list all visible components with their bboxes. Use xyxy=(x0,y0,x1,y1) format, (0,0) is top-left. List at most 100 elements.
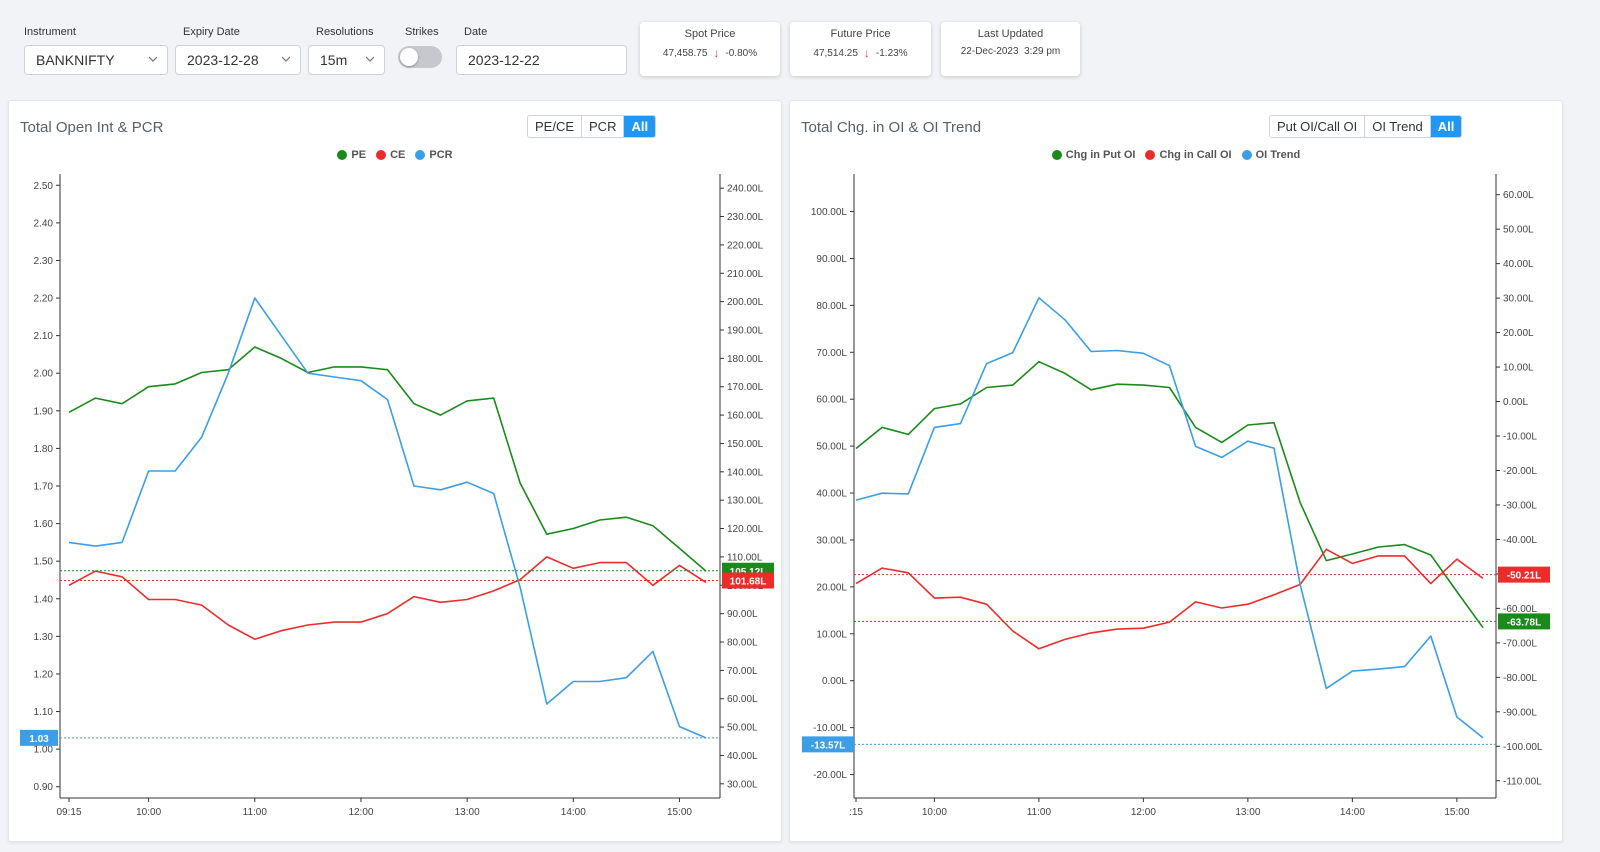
left-tick-label: 40.00L xyxy=(816,489,847,500)
expiry-label: Expiry Date xyxy=(183,26,240,38)
left-tick-label: 1.90 xyxy=(34,406,54,417)
change-oi-panel: Total Chg. in OI & OI Trend Put OI/Call … xyxy=(789,100,1563,842)
left-tick-label: 1.00 xyxy=(34,745,54,756)
right-tick-label: 170.00L xyxy=(727,382,764,393)
right-tick-label: 190.00L xyxy=(727,326,764,337)
price-tag: -50.21L xyxy=(1498,566,1550,583)
last-updated-value: 22-Dec-2023 3:29 pm xyxy=(960,46,1061,57)
view-pcr-button[interactable]: PCR xyxy=(582,116,625,137)
price-tag-bg xyxy=(20,729,58,746)
price-tag: -63.78L xyxy=(1498,613,1550,630)
date-field: Date 2023-12-22 xyxy=(456,26,627,75)
view-all-button[interactable]: All xyxy=(624,116,656,137)
legend-dot xyxy=(1051,150,1062,160)
instrument-select[interactable]: BANKNIFTY xyxy=(24,45,168,75)
right-tick-label: 90.00L xyxy=(727,609,758,620)
x-tick-label: 15:00 xyxy=(1444,807,1469,818)
legend-dot xyxy=(376,150,387,160)
strikes-toggle[interactable] xyxy=(398,46,442,68)
left-tick-label: 2.20 xyxy=(34,294,54,305)
date-label: Date xyxy=(464,26,488,38)
instrument-label: Instrument xyxy=(24,26,76,38)
expiry-value: 2023-12-28 xyxy=(187,52,259,68)
left-tick-label: 90.00L xyxy=(816,254,847,265)
last-updated-card: Last Updated 22-Dec-2023 3:29 pm xyxy=(941,22,1080,76)
date-input[interactable]: 2023-12-22 xyxy=(456,45,627,75)
left-tick-label: 1.20 xyxy=(34,669,54,680)
series-line-red xyxy=(855,548,1484,650)
legend-label: PE xyxy=(351,149,367,161)
chevron-down-icon xyxy=(366,56,374,62)
legend-item-pe[interactable]: PE xyxy=(337,149,366,161)
right-tick-label: 40.00L xyxy=(1503,259,1534,270)
x-tick-label: 12:00 xyxy=(1131,807,1156,818)
left-tick-label: 1.70 xyxy=(34,482,54,493)
legend-item-ce[interactable]: CE xyxy=(376,149,405,161)
x-tick-label: 14:00 xyxy=(1340,807,1365,818)
future-price-title: Future Price xyxy=(830,28,891,40)
spot-price-change: -0.80% xyxy=(725,47,758,59)
legend-item-pcr[interactable]: PCR xyxy=(415,149,453,161)
view-oi-trend-button[interactable]: OI Trend xyxy=(1365,116,1431,137)
filter-bar: Instrument BANKNIFTY Expiry Date 2023-12… xyxy=(0,0,1600,92)
right-tick-label: -40.00L xyxy=(1503,535,1537,546)
instrument-value: BANKNIFTY xyxy=(36,52,115,68)
view-all-button[interactable]: All xyxy=(1430,116,1462,137)
spot-price-card: Spot Price 47,458.75 ↓ -0.80% xyxy=(640,22,780,76)
x-tick-label: 12:00 xyxy=(348,807,373,818)
chevron-down-icon xyxy=(149,56,157,62)
change-oi-chart[interactable]: 100.00L 90.00L 80.00L 70.00L 60.00L 50.00L 40.… xyxy=(790,101,1564,843)
price-tag: 101.68L xyxy=(722,572,774,589)
right-tick-label: -20.00L xyxy=(1503,466,1537,477)
legend-item-chg-call-oi[interactable]: Chg in Call OI xyxy=(1145,149,1232,161)
right-tick-label: 230.00L xyxy=(727,212,764,223)
right-tick-label: 40.00L xyxy=(727,751,758,762)
view-put-call-oi-button[interactable]: Put OI/Call OI xyxy=(1270,116,1366,137)
view-pe-ce-button[interactable]: PE/CE xyxy=(528,116,583,137)
x-tick-label: 14:00 xyxy=(561,807,586,818)
left-tick-label: 1.60 xyxy=(34,519,54,530)
left-tick-label: 70.00L xyxy=(816,348,847,359)
right-tick-label: -30.00L xyxy=(1503,500,1537,511)
expiry-select[interactable]: 2023-12-28 xyxy=(175,45,301,75)
left-tick-label: 0.90 xyxy=(34,782,54,793)
legend-item-chg-put-oi[interactable]: Chg in Put OI xyxy=(1051,149,1135,161)
right-tick-label: 60.00L xyxy=(727,694,758,705)
chevron-down-icon xyxy=(282,56,290,62)
left-tick-label: 1.40 xyxy=(34,594,54,605)
right-tick-label: 60.00L xyxy=(1503,190,1534,201)
right-tick-label: 120.00L xyxy=(727,524,764,535)
resolution-field: Resolutions 15m xyxy=(308,26,385,75)
left-tick-label: 2.00 xyxy=(34,369,54,380)
right-tick-label: -60.00L xyxy=(1503,604,1537,615)
down-arrow-icon: ↓ xyxy=(713,46,720,60)
legend-label: Chg in Call OI xyxy=(1159,149,1232,161)
legend-item-oi-trend[interactable]: OI Trend xyxy=(1241,149,1301,161)
left-tick-label: 20.00L xyxy=(816,582,847,593)
open-interest-chart[interactable]: 2.50 2.40 2.30 2.20 2.10 2.00 1.90 1.80 1.70 1.60… xyxy=(9,101,783,843)
strikes-label: Strikes xyxy=(405,26,439,38)
instrument-field: Instrument BANKNIFTY xyxy=(24,26,168,75)
right-tick-label: 20.00L xyxy=(1503,328,1534,339)
future-price-card: Future Price 47,514.25 ↓ -1.23% xyxy=(790,22,931,76)
x-tick-label: 09:15 xyxy=(56,807,81,818)
right-tick-label: -90.00L xyxy=(1503,707,1537,718)
resolution-select[interactable]: 15m xyxy=(308,45,385,75)
right-tick-label: 70.00L xyxy=(727,666,758,677)
right-tick-label: 0.00L xyxy=(1503,397,1528,408)
legend-label: OI Trend xyxy=(1255,149,1301,161)
right-tick-label: 220.00L xyxy=(727,240,764,251)
toggle-knob xyxy=(400,48,418,66)
view-toggle-group: Put OI/Call OI OI Trend All xyxy=(1269,115,1463,138)
price-tag: -13.57L xyxy=(802,736,854,753)
series-line-green xyxy=(855,360,1484,629)
left-tick-label: 0.00L xyxy=(822,676,847,687)
right-tick-label: 180.00L xyxy=(727,354,764,365)
x-tick-label: 13:00 xyxy=(1235,807,1260,818)
x-tick-label: 10:00 xyxy=(922,807,947,818)
right-tick-label: 50.00L xyxy=(1503,225,1534,236)
right-tick-label: 50.00L xyxy=(727,723,758,734)
resolution-value: 15m xyxy=(320,52,348,68)
price-tag-bg xyxy=(722,572,774,589)
expiry-field: Expiry Date 2023-12-28 xyxy=(175,26,301,75)
